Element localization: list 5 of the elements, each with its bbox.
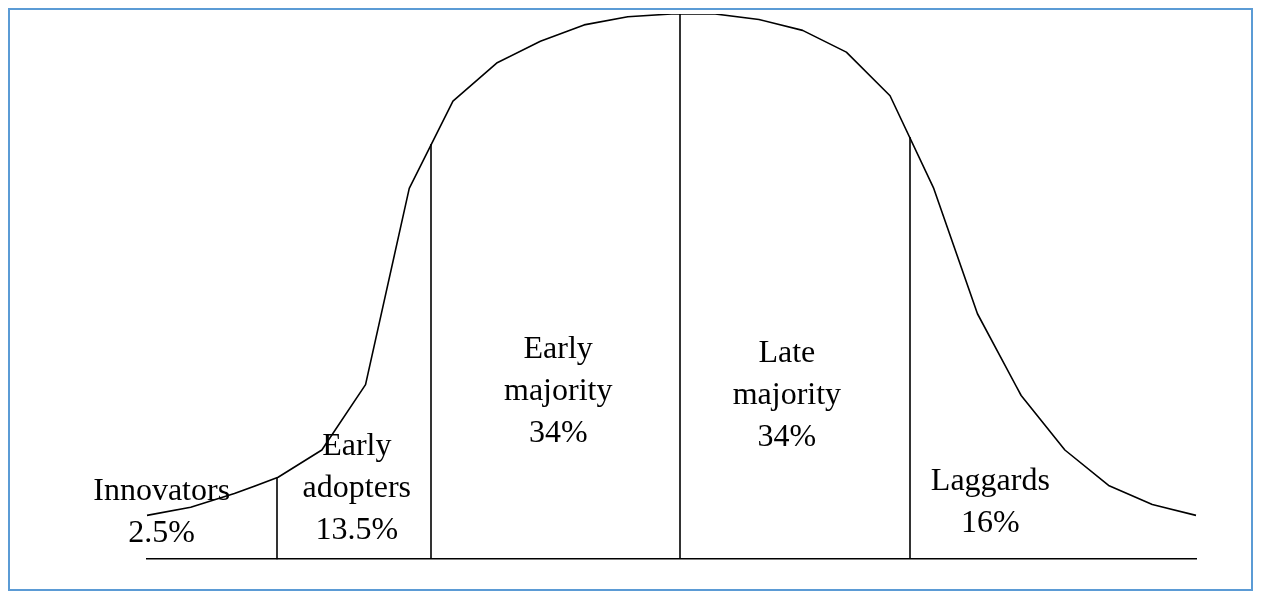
annotation: Early adopters 13.5% [302, 425, 411, 546]
annotation: Early majority 34% [504, 328, 613, 449]
annotation: Innovators 2.5% [93, 471, 231, 550]
annotation: Laggards 16% [930, 460, 1050, 539]
annotation: Late majority 34% [732, 332, 842, 453]
